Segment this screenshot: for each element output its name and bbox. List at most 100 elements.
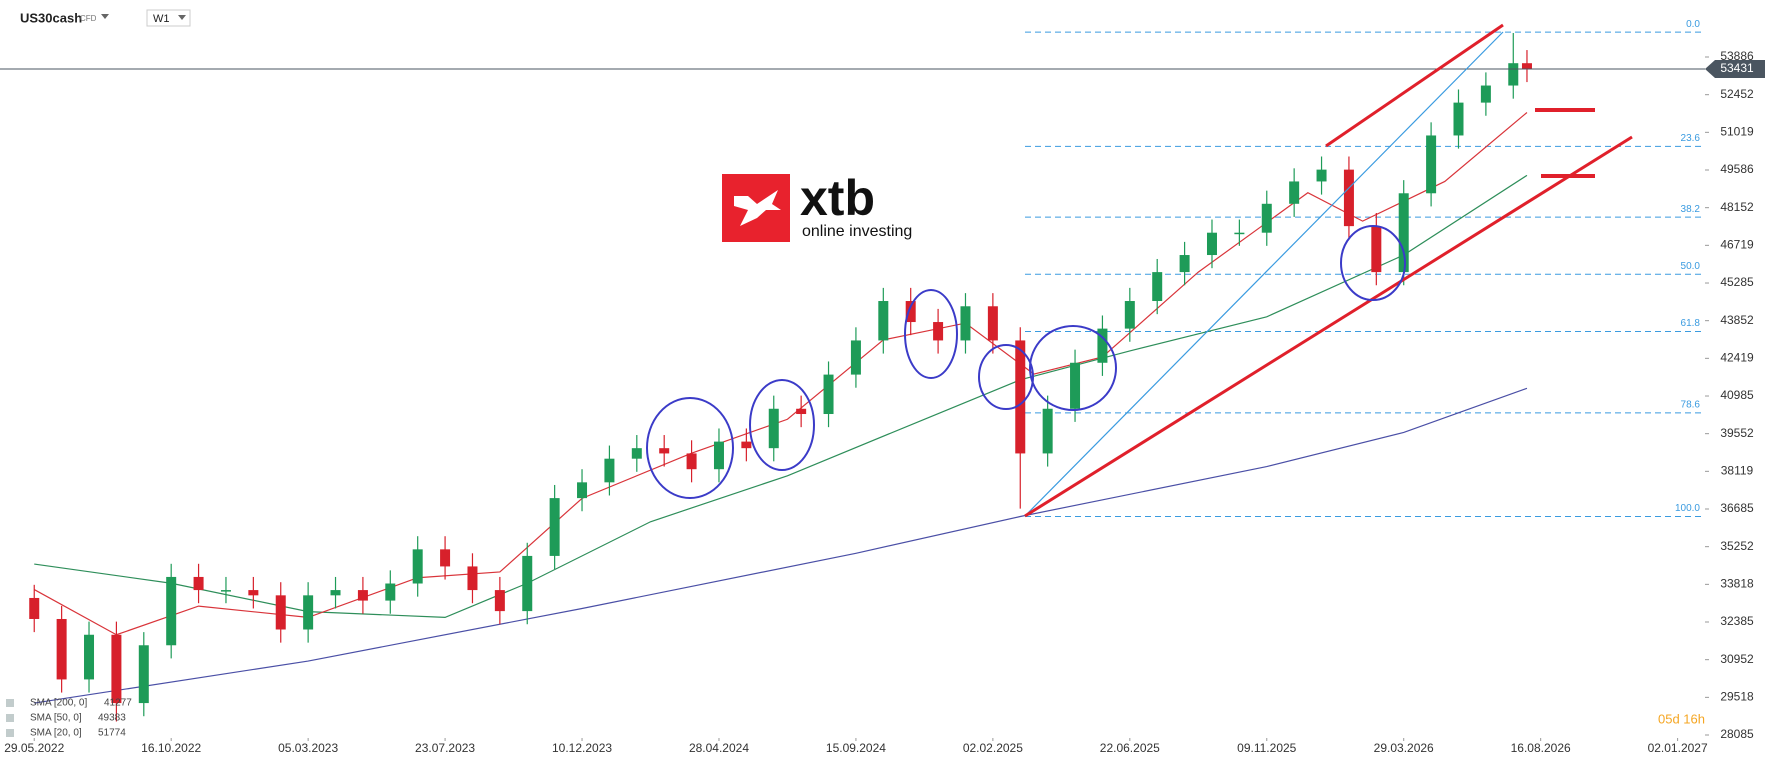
logo: xtb online investing — [722, 170, 912, 242]
candle-body — [220, 590, 231, 592]
candle-body — [275, 595, 286, 630]
candle-body — [631, 448, 642, 459]
legend-icon — [6, 714, 14, 722]
last-price-label: 53431 — [1720, 61, 1754, 75]
last-price-tag — [1705, 59, 1765, 78]
candle-body — [385, 583, 396, 601]
candle-body — [357, 590, 368, 601]
y-tick-label: 53886 — [1720, 49, 1754, 63]
candle-body — [440, 549, 451, 567]
candle-body — [303, 595, 314, 630]
fib-anchor-line — [1024, 31, 1504, 517]
candle-body — [1343, 169, 1354, 227]
candle-body — [1152, 272, 1163, 302]
candle-body — [549, 498, 560, 556]
legend-name: SMA [200, 0] — [30, 698, 87, 709]
x-tick-label: 05.03.2023 — [278, 741, 338, 755]
candle-body — [1234, 232, 1245, 235]
x-tick-label: 09.11.2025 — [1237, 741, 1296, 755]
y-tick-label: 43852 — [1720, 313, 1754, 327]
x-tick-label: 29.05.2022 — [4, 741, 64, 755]
symbol[interactable]: US30cash — [20, 10, 82, 25]
highlight-circle — [904, 289, 958, 379]
candle-body — [138, 645, 149, 704]
candle-body — [1316, 169, 1327, 182]
instrument-type: CFD — [80, 14, 97, 23]
x-tick-label: 22.06.2025 — [1100, 741, 1160, 755]
candle-body — [1097, 328, 1108, 363]
candle-body — [193, 576, 204, 591]
sma-line — [33, 112, 1528, 636]
candle-body — [84, 634, 95, 680]
candle-body — [796, 408, 807, 415]
x-tick-label: 10.12.2023 — [552, 741, 612, 755]
candle-body — [577, 482, 588, 499]
candle-body — [1289, 181, 1300, 204]
fib-label: 100.0 — [1675, 503, 1700, 514]
y-tick-label: 42419 — [1720, 351, 1754, 365]
timeframe-box[interactable] — [146, 9, 191, 27]
candle-body — [604, 458, 615, 483]
y-tick-label: 30952 — [1720, 652, 1754, 666]
legend-name: SMA [20, 0] — [30, 728, 82, 739]
fib-label: 0.0 — [1686, 19, 1700, 30]
candle-body — [905, 301, 916, 323]
highlight-circle — [1029, 325, 1117, 411]
x-tick-label: 28.04.2024 — [689, 741, 749, 755]
candle-body — [1206, 232, 1217, 256]
candle-body — [1179, 255, 1190, 273]
x-tick-label: 23.07.2023 — [415, 741, 475, 755]
candle-body — [111, 634, 122, 704]
candle-body — [741, 441, 752, 449]
y-tick-label: 33818 — [1720, 577, 1754, 591]
candle-body — [933, 322, 944, 341]
candle-body — [850, 340, 861, 375]
dropdown-arrow[interactable] — [178, 15, 186, 20]
fib-label: 50.0 — [1681, 261, 1701, 272]
fib-label: 78.6 — [1681, 399, 1701, 410]
legend-icon — [6, 699, 14, 707]
legend-name: SMA [50, 0] — [30, 713, 82, 724]
candle-body — [960, 306, 971, 341]
x-tick-label: 16.10.2022 — [141, 741, 201, 755]
highlight-circle — [646, 397, 734, 499]
candle-body — [29, 597, 40, 619]
highlight-circle — [978, 344, 1034, 410]
logo-name: xtb — [800, 170, 875, 226]
timeframe[interactable]: W1 — [153, 13, 170, 25]
candle-body — [713, 441, 724, 470]
highlight-circle — [1340, 225, 1406, 301]
legend-value: 41277 — [104, 698, 132, 709]
legend-value: 51774 — [98, 728, 126, 739]
candle-body — [494, 590, 505, 612]
candle-body — [166, 576, 177, 646]
candle-body — [1070, 362, 1081, 409]
candle-body — [467, 566, 478, 591]
fib-label: 61.8 — [1681, 318, 1701, 329]
y-tick-label: 36685 — [1720, 501, 1754, 515]
dropdown-arrow[interactable] — [101, 14, 109, 19]
y-tick-label: 32385 — [1720, 614, 1754, 628]
y-tick-label: 28085 — [1720, 727, 1754, 741]
plot-area: 28085 29518 30952 32385 33818 35252 36685 38119… — [0, 19, 1765, 755]
candle-body — [987, 306, 998, 341]
annotations — [646, 23, 1633, 518]
highlight-circle — [749, 379, 815, 471]
y-tick-label: 51019 — [1720, 125, 1754, 139]
y-tick-label: 29518 — [1720, 690, 1754, 704]
y-tick-label: 52452 — [1720, 87, 1754, 101]
candle-body — [1508, 63, 1519, 86]
x-tick-label: 15.09.2024 — [826, 741, 886, 755]
candle-body — [56, 618, 67, 680]
candle-body — [1480, 85, 1491, 103]
candle-body — [248, 590, 259, 596]
y-tick-label: 35252 — [1720, 539, 1754, 553]
y-tick-label: 48152 — [1720, 200, 1754, 214]
candle-body — [1042, 408, 1053, 454]
fib-label: 38.2 — [1681, 204, 1701, 215]
candle-body — [659, 448, 670, 454]
candle-body — [1124, 301, 1135, 329]
sma-line — [34, 387, 1528, 704]
x-tick-label: 16.08.2026 — [1511, 741, 1571, 755]
